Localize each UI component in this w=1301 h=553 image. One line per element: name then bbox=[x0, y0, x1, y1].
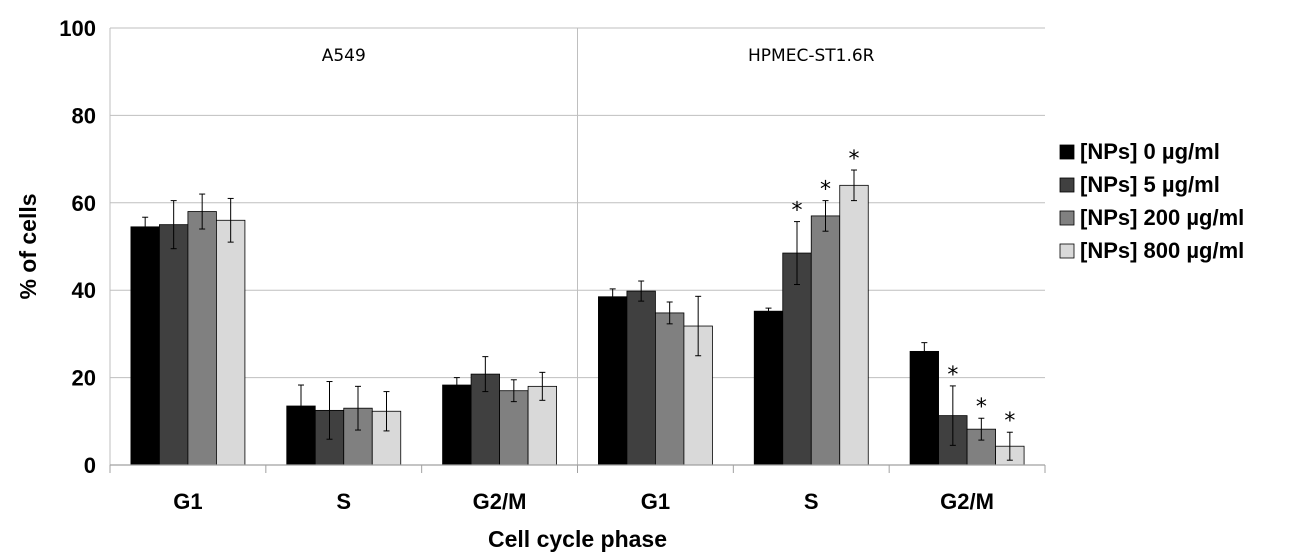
legend-swatch bbox=[1059, 177, 1075, 193]
legend-label: [NPs] 800 µg/ml bbox=[1080, 238, 1244, 263]
x-tick-label: G1 bbox=[641, 489, 670, 514]
x-tick-label: G1 bbox=[173, 489, 202, 514]
significance-marker: * bbox=[820, 178, 831, 203]
bar bbox=[187, 211, 217, 466]
legend-label: [NPs] 200 µg/ml bbox=[1080, 205, 1244, 230]
bar bbox=[655, 312, 685, 466]
significance-marker: * bbox=[947, 363, 958, 388]
legend-swatch bbox=[1059, 210, 1075, 226]
bar bbox=[216, 219, 246, 466]
y-tick-label: 0 bbox=[84, 453, 96, 478]
bar bbox=[626, 290, 656, 466]
legend-swatch bbox=[1059, 144, 1075, 160]
bar bbox=[130, 226, 160, 466]
y-tick-label: 100 bbox=[59, 16, 96, 41]
legend-label: [NPs] 0 µg/ml bbox=[1080, 139, 1220, 164]
bar bbox=[753, 310, 784, 466]
bar bbox=[159, 224, 189, 466]
bar bbox=[810, 215, 841, 466]
x-tick-label: S bbox=[336, 489, 351, 514]
significance-marker: * bbox=[792, 199, 803, 224]
y-tick-label: 80 bbox=[72, 103, 96, 128]
x-tick-label: S bbox=[804, 489, 819, 514]
legend-swatch bbox=[1059, 243, 1075, 259]
significance-marker: * bbox=[976, 395, 987, 420]
bar bbox=[598, 296, 628, 466]
bar bbox=[839, 184, 869, 466]
significance-marker: * bbox=[849, 147, 860, 172]
y-tick-label: 20 bbox=[72, 366, 96, 391]
legend-label: [NPs] 5 µg/ml bbox=[1080, 172, 1220, 197]
y-tick-label: 40 bbox=[72, 278, 96, 303]
panel-label: HPMEC-ST1.6R bbox=[748, 46, 875, 66]
x-axis-title: Cell cycle phase bbox=[488, 526, 667, 552]
significance-marker: * bbox=[1004, 409, 1015, 434]
x-tick-label: G2/M bbox=[473, 489, 527, 514]
bar bbox=[371, 410, 402, 466]
bar bbox=[442, 384, 472, 466]
y-tick-label: 60 bbox=[72, 191, 96, 216]
bar bbox=[909, 350, 939, 466]
panel-label: A549 bbox=[322, 46, 366, 66]
y-axis-title: % of cells bbox=[15, 193, 41, 299]
x-tick-label: G2/M bbox=[940, 489, 994, 514]
